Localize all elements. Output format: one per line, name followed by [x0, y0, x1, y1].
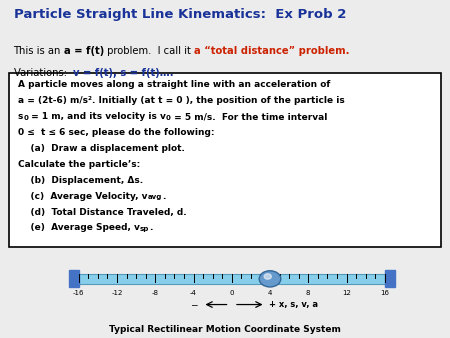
- FancyBboxPatch shape: [79, 274, 385, 284]
- Text: -4: -4: [190, 290, 197, 296]
- Text: (b)  Displacement, Δs.: (b) Displacement, Δs.: [18, 176, 143, 185]
- Text: a “total distance” problem.: a “total distance” problem.: [194, 46, 350, 56]
- Circle shape: [259, 271, 281, 287]
- Text: 0: 0: [23, 115, 28, 121]
- Text: Variations:: Variations:: [14, 68, 73, 78]
- Text: A particle moves along a straight line with an acceleration of: A particle moves along a straight line w…: [18, 80, 330, 90]
- Text: This is an: This is an: [14, 46, 64, 56]
- Text: -16: -16: [73, 290, 85, 296]
- Text: 0 ≤  t ≤ 6 sec, please do the following:: 0 ≤ t ≤ 6 sec, please do the following:: [18, 128, 215, 137]
- Text: (a)  Draw a displacement plot.: (a) Draw a displacement plot.: [18, 144, 185, 153]
- Text: (c)  Average Velocity, v: (c) Average Velocity, v: [18, 192, 148, 201]
- FancyBboxPatch shape: [69, 270, 79, 287]
- Text: sp: sp: [140, 226, 149, 232]
- Text: 0: 0: [166, 115, 171, 121]
- Text: = 1 m, and its velocity is v: = 1 m, and its velocity is v: [28, 112, 166, 121]
- Text: 8: 8: [306, 290, 310, 296]
- Text: (e)  Average Speed, v: (e) Average Speed, v: [18, 223, 140, 233]
- Text: problem.  I call it: problem. I call it: [104, 46, 194, 56]
- Text: + x, s, v, a: + x, s, v, a: [269, 300, 318, 309]
- Text: 16: 16: [380, 290, 389, 296]
- Text: .: .: [149, 223, 153, 233]
- Text: a = f(t): a = f(t): [64, 46, 104, 56]
- Text: -8: -8: [152, 290, 159, 296]
- Text: v = f(t), s = f(t)….: v = f(t), s = f(t)….: [73, 68, 173, 78]
- Text: a = (2t-6) m/s². Initially (at t = 0 ), the position of the particle is: a = (2t-6) m/s². Initially (at t = 0 ), …: [18, 96, 345, 105]
- Text: Calculate the particle’s:: Calculate the particle’s:: [18, 160, 140, 169]
- Text: (d)  Total Distance Traveled, d.: (d) Total Distance Traveled, d.: [18, 208, 187, 217]
- Circle shape: [264, 274, 271, 279]
- Text: −: −: [190, 300, 198, 309]
- Text: avg: avg: [148, 194, 162, 200]
- Text: Particle Straight Line Kinematics:  Ex Prob 2: Particle Straight Line Kinematics: Ex Pr…: [14, 8, 346, 21]
- Text: = 5 m/s.  For the time interval: = 5 m/s. For the time interval: [171, 112, 328, 121]
- FancyBboxPatch shape: [385, 270, 395, 287]
- Text: 4: 4: [268, 290, 272, 296]
- Text: s: s: [18, 112, 23, 121]
- Text: 12: 12: [342, 290, 351, 296]
- Text: -12: -12: [111, 290, 123, 296]
- FancyBboxPatch shape: [9, 73, 441, 247]
- Text: Typical Rectilinear Motion Coordinate System: Typical Rectilinear Motion Coordinate Sy…: [109, 325, 341, 334]
- Text: 0: 0: [230, 290, 234, 296]
- Text: .: .: [162, 192, 165, 201]
